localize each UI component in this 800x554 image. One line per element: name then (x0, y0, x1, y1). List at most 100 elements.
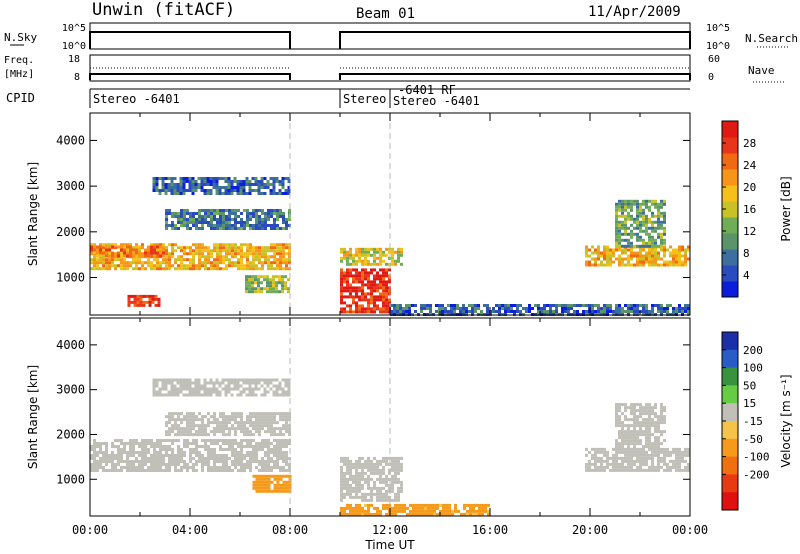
velocity-cell (150, 466, 153, 469)
power-cell (672, 254, 675, 258)
power-cell (254, 281, 257, 285)
power-cell (240, 246, 243, 250)
velocity-cell (90, 463, 93, 466)
velocity-cell (600, 465, 603, 469)
power-cell (123, 254, 126, 258)
power-cell (246, 252, 249, 256)
velocity-cell (273, 486, 277, 490)
power-cell (192, 258, 195, 262)
power-cell (276, 264, 279, 268)
power-cell (582, 304, 585, 307)
power-cell (615, 220, 618, 224)
xtick-label-3: 12:00 (372, 523, 408, 537)
velocity-cell (630, 450, 633, 454)
power-cell (603, 307, 606, 310)
velocity-cell (264, 469, 267, 472)
velocity-cell (481, 512, 484, 516)
velocity-cell (621, 436, 624, 440)
power-colorbar-label-5: 24 (743, 159, 757, 172)
velocity-cell (228, 466, 231, 469)
velocity-cell (270, 457, 273, 460)
velocity-cell (210, 469, 213, 472)
power-cell (156, 261, 159, 265)
velocity-cell (639, 459, 642, 463)
velocity-cell (385, 506, 388, 510)
power-cell (161, 177, 165, 180)
velocity-cell (141, 466, 144, 469)
power-cell (621, 205, 624, 209)
velocity-cell (430, 512, 433, 516)
velocity-cell (141, 457, 144, 460)
power-cell (388, 250, 391, 254)
velocity-cell (279, 439, 282, 442)
velocity-cell (135, 466, 138, 469)
power-cell (352, 295, 355, 299)
power-cell (123, 261, 126, 265)
velocity-cell (666, 462, 669, 466)
power-cell (209, 180, 213, 183)
power-cell (245, 180, 249, 183)
power-cell (570, 304, 573, 307)
velocity-cell (642, 459, 645, 463)
power-cell (161, 189, 165, 192)
velocity-cell (105, 463, 108, 466)
velocity-cell (684, 468, 687, 472)
power-cell (90, 258, 93, 262)
power-cell (651, 226, 654, 230)
velocity-cell (255, 486, 259, 490)
velocity-cell (373, 468, 376, 472)
power-cell (99, 254, 102, 258)
power-cell (273, 212, 276, 215)
power-cell (270, 255, 273, 259)
power-cell (379, 256, 382, 260)
velocity-cell (370, 495, 373, 499)
velocity-cell (421, 503, 424, 507)
velocity-cell (216, 469, 219, 472)
power-cell (192, 252, 195, 256)
velocity-cell (687, 468, 690, 472)
velocity-cell (102, 457, 105, 460)
power-cell (370, 310, 373, 314)
velocity-cell (621, 450, 624, 454)
velocity-cell (164, 393, 168, 397)
velocity-cell (258, 445, 261, 448)
velocity-cell (594, 462, 597, 466)
velocity-cell (397, 503, 400, 507)
power-cell (355, 247, 358, 251)
power-cell (225, 227, 228, 230)
power-cell (633, 217, 636, 221)
power-cell (225, 246, 228, 250)
velocity-cell (141, 442, 144, 445)
velocity-cell (687, 447, 690, 451)
velocity-cell (352, 480, 355, 484)
velocity-cell (194, 378, 198, 382)
power-cell (278, 192, 282, 195)
velocity-cell (612, 465, 615, 469)
velocity-cell (261, 424, 264, 428)
power-cell (145, 300, 149, 304)
velocity-cell (600, 456, 603, 460)
velocity-cell (231, 451, 234, 454)
power-cell (150, 245, 153, 249)
power-cell (150, 251, 153, 255)
power-cell (486, 307, 489, 310)
power-cell (618, 223, 621, 227)
power-cell (120, 248, 123, 252)
velocity-cell (177, 418, 180, 422)
power-cell (627, 217, 630, 221)
velocity-cell (421, 509, 424, 513)
power-cell (355, 310, 358, 314)
power-cell (147, 258, 150, 262)
velocity-cell (346, 471, 349, 475)
velocity-cell (258, 474, 262, 478)
velocity-cell (153, 469, 156, 472)
velocity-cell (630, 436, 633, 440)
power-cell (192, 243, 195, 247)
velocity-cell (182, 387, 186, 391)
power-cell (230, 186, 234, 189)
power-cell (183, 252, 186, 256)
velocity-cell (657, 442, 660, 446)
power-cell (258, 209, 261, 212)
power-cell (133, 303, 137, 307)
velocity-cell (153, 466, 156, 469)
